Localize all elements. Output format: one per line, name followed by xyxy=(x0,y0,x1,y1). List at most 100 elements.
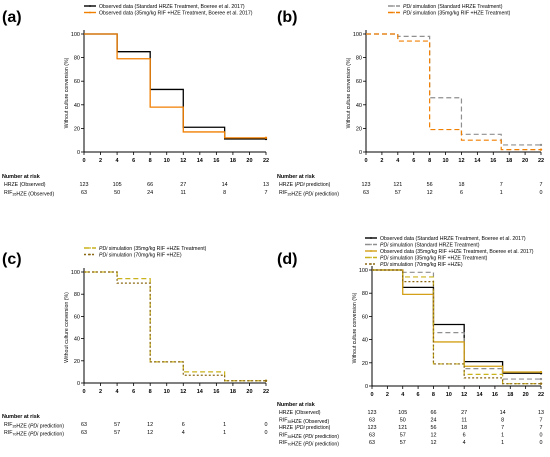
risk-row-label: HRZE (Observed) xyxy=(4,182,46,188)
legend-entry: PDi simulation (35mg/kg RIF +HZE Treatme… xyxy=(99,246,207,252)
panel-letter: (c) xyxy=(2,251,22,268)
series-line xyxy=(84,33,266,139)
risk-table-title: Number at risk xyxy=(277,402,315,408)
x-tick-label: 14 xyxy=(197,389,204,395)
x-tick-label: 0 xyxy=(82,158,85,164)
risk-value: 57 xyxy=(400,440,406,446)
x-tick-label: 20 xyxy=(522,158,528,164)
risk-value: 27 xyxy=(461,410,467,416)
x-tick-label: 12 xyxy=(461,392,467,398)
legend-marker xyxy=(370,237,372,239)
x-tick-label: 10 xyxy=(442,158,448,164)
x-tick-label: 22 xyxy=(263,389,269,395)
risk-value: 12 xyxy=(427,190,433,196)
x-tick-label: 4 xyxy=(116,389,120,395)
risk-row-label: RIF35HZE (PDi prediction) xyxy=(4,422,64,430)
risk-value: 1 xyxy=(501,440,504,446)
risk-row-label: RIF35HZE (Observed) xyxy=(4,190,54,198)
legend-entry: PDi simulation (Standard HRZE Treatment) xyxy=(403,4,503,10)
risk-row-label: RIF70HZE (PDi prediction) xyxy=(4,430,64,438)
legend-marker xyxy=(89,253,91,256)
y-tick-label: 40 xyxy=(362,338,368,344)
panel-c: (c) PDi simulation (35mg/kg RIF +HZE Trea… xyxy=(0,228,275,457)
x-tick-label: 0 xyxy=(364,158,367,164)
y-tick-label: 100 xyxy=(359,268,368,274)
risk-row-label: HRZE (PDi prediction) xyxy=(279,182,331,188)
risk-value: 7 xyxy=(501,425,504,431)
x-tick-label: 0 xyxy=(82,389,85,395)
series-end-marker xyxy=(539,143,543,147)
y-tick-label: 100 xyxy=(71,32,80,38)
y-tick-label: 80 xyxy=(74,292,80,298)
risk-value: 1 xyxy=(223,422,226,428)
series-line xyxy=(84,33,266,140)
risk-value: 63 xyxy=(81,430,87,436)
series-line xyxy=(372,269,541,385)
chart-panel-c: (c) PDi simulation (35mg/kg RIF +HZE Trea… xyxy=(2,246,269,438)
x-tick-label: 0 xyxy=(370,392,373,398)
risk-row-label: RIF70HZE (PDi prediction) xyxy=(279,440,339,448)
series-end-marker xyxy=(539,377,543,381)
x-tick-label: 18 xyxy=(230,158,236,164)
legend-entry: PDi simulation (35mg/kg RIF +HZE Treatme… xyxy=(403,11,511,17)
y-tick-label: 40 xyxy=(74,337,80,343)
series-end-marker xyxy=(539,148,543,151)
legend-entry: Observed data (35mg/kg RIF +HZE Treatmen… xyxy=(99,11,253,17)
risk-value: 66 xyxy=(430,410,436,416)
risk-value: 57 xyxy=(400,433,406,439)
legend-entry: PDi simulation (Standard HRZE Treatment) xyxy=(380,243,480,249)
x-tick-label: 18 xyxy=(507,392,513,398)
risk-value: 0 xyxy=(265,430,268,436)
series-end-marker xyxy=(539,370,543,374)
legend: PDi simulation (35mg/kg RIF +HZE Treatme… xyxy=(84,246,207,259)
risk-value: 121 xyxy=(398,425,407,431)
legend-marker xyxy=(370,243,372,246)
risk-table-title: Number at risk xyxy=(2,174,40,180)
risk-row-label: RIF35HZE (PDi prediction) xyxy=(279,433,339,441)
legend-marker xyxy=(370,263,372,265)
risk-value: 24 xyxy=(430,418,436,424)
risk-value: 56 xyxy=(427,182,433,188)
legend-entry: Observed data (Standard HRZE Treatment, … xyxy=(380,236,526,242)
risk-value: 63 xyxy=(369,433,375,439)
risk-value: 66 xyxy=(147,182,153,188)
x-tick-label: 2 xyxy=(386,392,389,398)
series-line xyxy=(84,271,266,382)
x-tick-label: 14 xyxy=(476,392,483,398)
risk-value: 57 xyxy=(114,422,120,428)
x-tick-label: 2 xyxy=(99,389,102,395)
series-line xyxy=(372,269,541,385)
risk-value: 63 xyxy=(369,440,375,446)
legend-marker xyxy=(89,5,91,7)
y-tick-label: 0 xyxy=(359,150,362,156)
x-tick-label: 20 xyxy=(246,389,252,395)
risk-value: 63 xyxy=(369,418,375,424)
risk-value: 1 xyxy=(223,430,226,436)
y-tick-label: 80 xyxy=(356,56,362,62)
risk-value: 18 xyxy=(461,425,467,431)
risk-value: 63 xyxy=(81,190,87,196)
chart-panel-b: (b) PDi simulation (Standard HRZE Treatme… xyxy=(277,4,544,198)
x-tick-label: 2 xyxy=(99,158,102,164)
x-tick-label: 6 xyxy=(417,392,420,398)
chart-panel-a: (a) Observed data (Standard HRZE Treatmen… xyxy=(2,4,269,198)
x-tick-label: 22 xyxy=(263,158,269,164)
risk-value: 7 xyxy=(540,425,543,431)
x-tick-label: 16 xyxy=(490,158,496,164)
risk-value: 11 xyxy=(461,418,467,424)
legend-entry: Observed data (35mg/kg RIF +HZE Treatmen… xyxy=(380,249,534,255)
y-tick-label: 0 xyxy=(77,150,80,156)
x-tick-label: 8 xyxy=(428,158,431,164)
panel-b: (b) PDi simulation (Standard HRZE Treatme… xyxy=(275,0,550,228)
risk-value: 24 xyxy=(147,190,153,196)
series-end-marker xyxy=(539,382,543,385)
panel-a: (a) Observed data (Standard HRZE Treatmen… xyxy=(0,0,275,228)
risk-row-label: HRZE (PDi prediction) xyxy=(279,425,331,431)
legend-marker xyxy=(370,250,372,252)
risk-value: 105 xyxy=(398,410,407,416)
legend-entry: PDi simulation (35mg/kg RIF +HZE Treatme… xyxy=(380,256,488,262)
x-tick-label: 12 xyxy=(180,158,186,164)
risk-value: 63 xyxy=(81,422,87,428)
risk-row-label: RIF35HZE (Observed) xyxy=(279,418,329,426)
y-tick-label: 60 xyxy=(356,79,362,85)
